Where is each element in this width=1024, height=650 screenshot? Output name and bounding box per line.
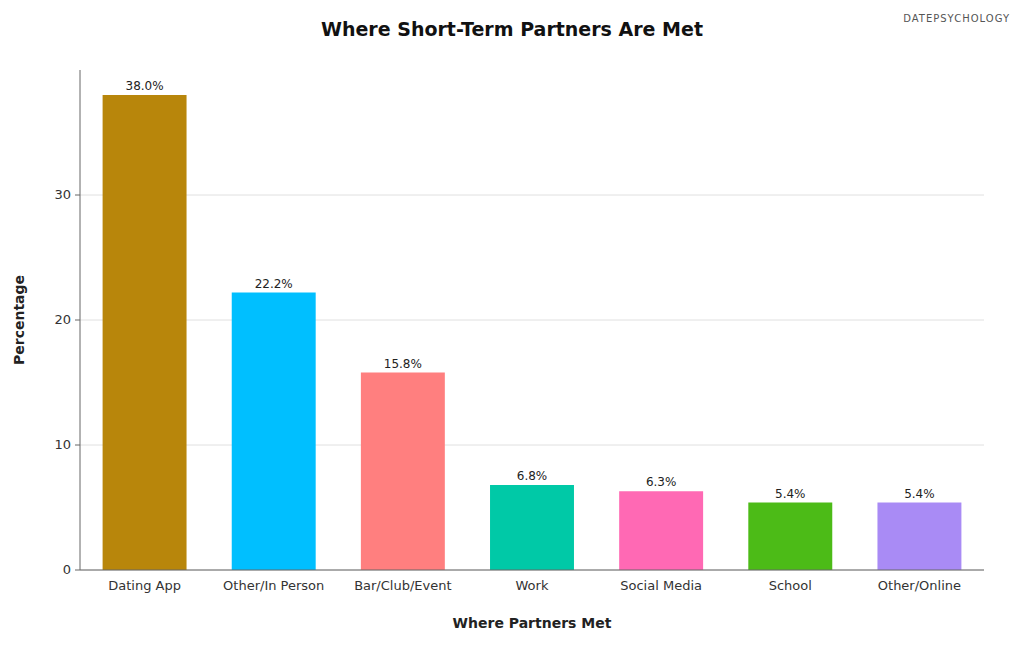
- page: {"chart_data": {"type": "bar", "title": …: [0, 0, 1024, 650]
- bar: [361, 373, 445, 571]
- bars: [103, 95, 962, 570]
- bar: [619, 491, 703, 570]
- x-axis-title: Where Partners Met: [453, 615, 612, 631]
- data-label: 38.0%: [126, 79, 164, 93]
- y-tick-label: 0: [63, 562, 71, 577]
- grid-line: [80, 320, 984, 321]
- y-axis: 0 10 20 30: [54, 187, 80, 577]
- grid-line: [80, 445, 984, 446]
- data-labels: 38.0% 22.2% 15.8% 6.8% 6.3% 5.4% 5.4%: [126, 79, 935, 501]
- x-tick-label: Social Media: [620, 578, 702, 593]
- chart-title: Where Short-Term Partners Are Met: [321, 18, 703, 40]
- y-axis-line: [80, 70, 81, 570]
- bar: [877, 503, 961, 571]
- bar: [232, 293, 316, 571]
- x-tick-label: Other/In Person: [223, 578, 324, 593]
- bar: [103, 95, 187, 570]
- x-axis: Dating App Other/In Person Bar/Club/Event W…: [108, 578, 961, 593]
- bar: [748, 503, 832, 571]
- data-label: 6.3%: [646, 475, 677, 489]
- y-tick: [75, 445, 80, 446]
- x-tick-label: Dating App: [108, 578, 181, 593]
- y-tick-label: 20: [54, 312, 71, 327]
- chart-container: 0 10 20 30 38.0% 22.2% 15.8% 6.8% 6.3% 5.4% 5.4% Da…: [0, 0, 1024, 650]
- data-label: 15.8%: [384, 357, 422, 371]
- x-tick-label: School: [769, 578, 812, 593]
- data-label: 22.2%: [255, 277, 293, 291]
- data-label: 5.4%: [904, 487, 935, 501]
- data-label: 6.8%: [517, 469, 548, 483]
- x-tick-label: Work: [516, 578, 549, 593]
- y-tick: [75, 570, 80, 571]
- annotation: DATEPSYCHOLOGY: [903, 13, 1010, 24]
- grid-line: [80, 195, 984, 196]
- data-label: 5.4%: [775, 487, 806, 501]
- x-tick-label: Other/Online: [878, 578, 961, 593]
- y-tick-label: 10: [54, 437, 71, 452]
- x-axis-line: [80, 570, 984, 571]
- y-tick: [75, 195, 80, 196]
- y-tick-label: 30: [54, 187, 71, 202]
- grid-line: [80, 570, 984, 571]
- x-tick-label: Bar/Club/Event: [354, 578, 451, 593]
- chart-svg: 0 10 20 30 38.0% 22.2% 15.8% 6.8% 6.3% 5.4% 5.4% Da…: [0, 0, 1024, 650]
- y-grid: [80, 195, 984, 570]
- bar: [490, 485, 574, 570]
- y-axis-title: Percentage: [11, 275, 27, 365]
- y-tick: [75, 320, 80, 321]
